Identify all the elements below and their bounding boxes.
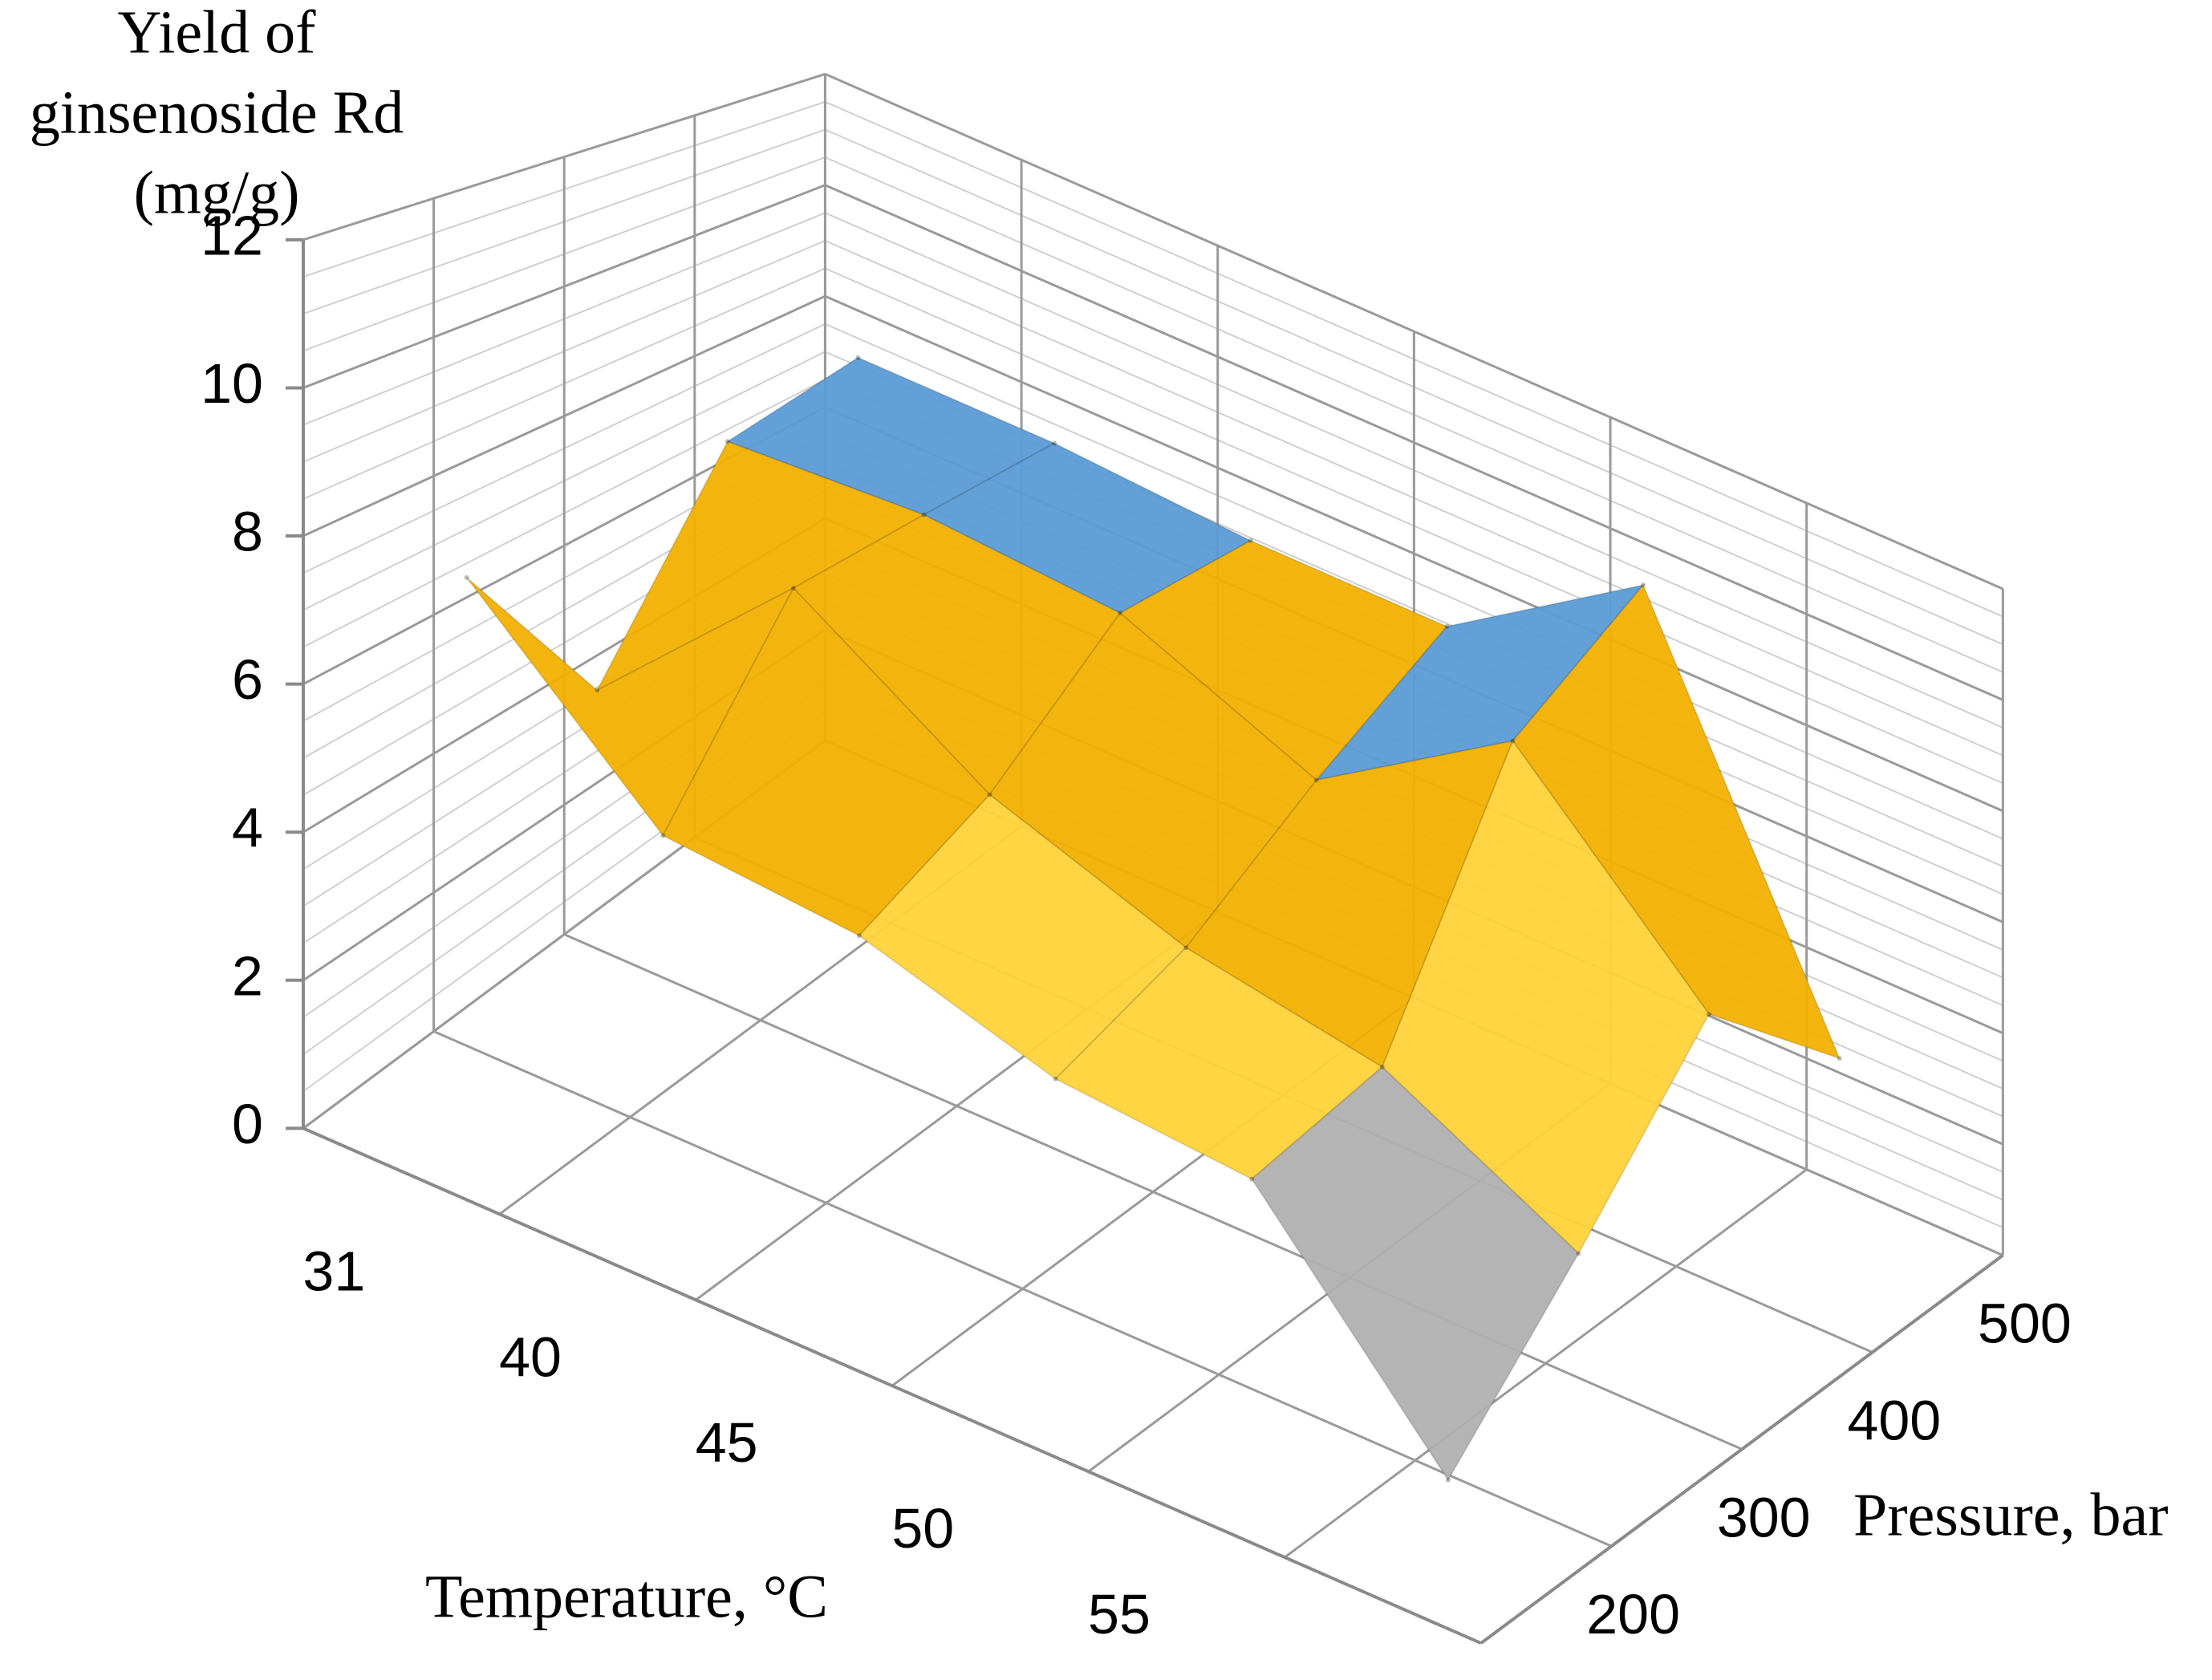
floor-line	[563, 933, 1743, 1451]
surface-vertex	[790, 586, 796, 591]
z-tick-label: 10	[201, 352, 263, 415]
surface-vertex	[724, 439, 730, 444]
surface-vertex	[855, 355, 861, 360]
surface-vertex	[1576, 1251, 1581, 1256]
z-tick-label: 0	[232, 1093, 263, 1155]
z-tick-label: 4	[232, 797, 263, 859]
z-axis-title: ginsenoside Rd	[30, 79, 404, 146]
x-axis-title: Temperature, °C	[425, 1563, 828, 1630]
z-tick-label: 2	[232, 944, 263, 1007]
x-tick-label: 31	[302, 1240, 365, 1302]
surface-vertex	[1379, 1064, 1385, 1069]
floor-line	[432, 1030, 1613, 1548]
surface-vertex	[1053, 1076, 1058, 1081]
surface-vertex	[1118, 611, 1123, 616]
grid-line	[302, 72, 826, 241]
surface-patch	[1250, 1065, 1580, 1482]
surface-vertex	[1249, 1176, 1255, 1182]
x-tick-label: 45	[696, 1411, 758, 1474]
surface-vertex	[921, 512, 927, 517]
surface-vertex	[1313, 777, 1319, 783]
depth-tick-label: 300	[1717, 1486, 1811, 1548]
surface-vertex	[595, 688, 600, 693]
depth-axis	[1479, 1254, 2004, 1645]
x-tick-label: 55	[1088, 1583, 1151, 1646]
z-tick-label: 6	[232, 648, 263, 711]
depth-tick-label: 400	[1847, 1389, 1941, 1451]
surface-vertex	[1444, 623, 1450, 629]
depth-tick-label: 200	[1586, 1583, 1680, 1646]
surface-vertex	[1445, 1477, 1451, 1483]
z-tick-label: 8	[232, 501, 263, 563]
surface-vertex	[1641, 582, 1646, 588]
x-tick-label: 50	[891, 1497, 954, 1560]
surface-vertex	[987, 792, 992, 797]
depth-tick-label: 500	[1978, 1292, 2072, 1355]
surface-vertex	[660, 833, 666, 838]
surface-vertex	[1707, 1012, 1712, 1017]
surface-vertex	[1248, 538, 1253, 543]
x-tick-label: 60	[1285, 1669, 1347, 1680]
labels: Yield of ginsenoside Rd (mg/g) Temperatu…	[30, 0, 2169, 1630]
x-tick-label: 40	[499, 1325, 562, 1388]
surface-vertex	[856, 933, 862, 939]
x-axis	[302, 1126, 1482, 1645]
z-tick-label: 12	[201, 204, 263, 266]
depth-axis-title: Pressure, bar	[1853, 1481, 2169, 1548]
z-axis-title: Yield of	[118, 0, 317, 66]
surface-vertex	[1837, 1056, 1842, 1061]
surface-vertex	[1183, 945, 1189, 951]
surface-vertex	[464, 574, 469, 580]
z-axis-title: (mg/g)	[134, 159, 300, 226]
surface-vertex	[1510, 738, 1516, 744]
surface-vertex	[1052, 440, 1057, 446]
